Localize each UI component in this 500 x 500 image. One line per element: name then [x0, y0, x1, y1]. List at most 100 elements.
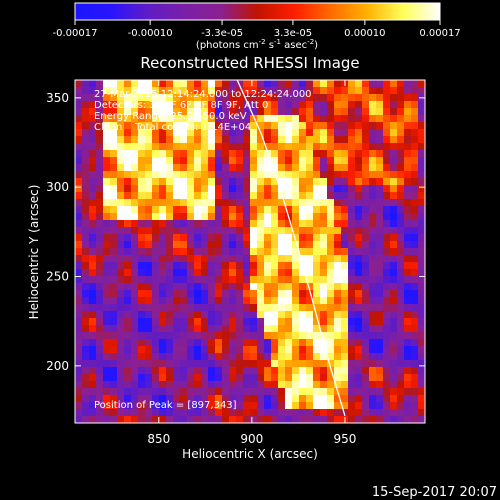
- heatmap-cell: [257, 290, 264, 297]
- heatmap-cell: [327, 94, 334, 101]
- heatmap-cell: [117, 101, 124, 108]
- heatmap-cell: [201, 395, 208, 402]
- heatmap-cell: [75, 136, 82, 143]
- heatmap-cell: [418, 297, 425, 304]
- heatmap-cell: [313, 248, 320, 255]
- heatmap-cell: [320, 101, 327, 108]
- heatmap-cell: [131, 157, 138, 164]
- heatmap-cell: [103, 122, 110, 129]
- heatmap-cell: [390, 115, 397, 122]
- heatmap-cell: [89, 381, 96, 388]
- heatmap-cell: [278, 115, 285, 122]
- heatmap-cell: [194, 206, 201, 213]
- heatmap-cell: [320, 409, 327, 416]
- heatmap-cell: [215, 101, 222, 108]
- heatmap-cell: [187, 255, 194, 262]
- heatmap-cell: [369, 241, 376, 248]
- heatmap-cell: [138, 94, 145, 101]
- heatmap-cell: [201, 339, 208, 346]
- heatmap-cell: [327, 325, 334, 332]
- heatmap-cell: [397, 220, 404, 227]
- heatmap-cell: [404, 276, 411, 283]
- heatmap-cell: [215, 318, 222, 325]
- heatmap-cell: [201, 388, 208, 395]
- heatmap-cell: [390, 381, 397, 388]
- heatmap-cell: [411, 87, 418, 94]
- heatmap-cell: [411, 80, 418, 87]
- heatmap-cell: [299, 136, 306, 143]
- heatmap-cell: [362, 213, 369, 220]
- heatmap-cell: [103, 283, 110, 290]
- heatmap-cell: [159, 192, 166, 199]
- heatmap-cell: [89, 101, 96, 108]
- heatmap-cell: [299, 374, 306, 381]
- heatmap-cell: [348, 220, 355, 227]
- heatmap-cell: [257, 101, 264, 108]
- heatmap-cell: [131, 395, 138, 402]
- heatmap-cell: [173, 164, 180, 171]
- heatmap-cell: [348, 318, 355, 325]
- heatmap-cell: [173, 108, 180, 115]
- heatmap-cell: [194, 360, 201, 367]
- heatmap-cell: [222, 220, 229, 227]
- heatmap-cell: [285, 143, 292, 150]
- heatmap-cell: [152, 129, 159, 136]
- heatmap-cell: [306, 325, 313, 332]
- heatmap-cell: [418, 171, 425, 178]
- heatmap-cell: [376, 402, 383, 409]
- heatmap-cell: [222, 290, 229, 297]
- heatmap-cell: [334, 367, 341, 374]
- heatmap-cell: [173, 388, 180, 395]
- heatmap-cell: [166, 276, 173, 283]
- heatmap-cell: [75, 360, 82, 367]
- heatmap-cell: [208, 374, 215, 381]
- heatmap-cell: [250, 409, 257, 416]
- heatmap-cell: [159, 339, 166, 346]
- heatmap-cell: [299, 325, 306, 332]
- heatmap-cell: [229, 213, 236, 220]
- heatmap-cell: [201, 199, 208, 206]
- heatmap-cell: [418, 129, 425, 136]
- heatmap-cell: [243, 178, 250, 185]
- heatmap-cell: [334, 129, 341, 136]
- heatmap-cell: [362, 339, 369, 346]
- heatmap-cell: [292, 381, 299, 388]
- heatmap-cell: [222, 94, 229, 101]
- heatmap-cell: [180, 409, 187, 416]
- heatmap-cell: [229, 416, 236, 423]
- heatmap-cell: [124, 269, 131, 276]
- heatmap-cell: [215, 290, 222, 297]
- heatmap-cell: [82, 185, 89, 192]
- heatmap-cell: [75, 213, 82, 220]
- heatmap-cell: [96, 402, 103, 409]
- heatmap-cell: [383, 297, 390, 304]
- heatmap-cell: [173, 269, 180, 276]
- heatmap-cell: [348, 213, 355, 220]
- heatmap-cell: [138, 283, 145, 290]
- heatmap-cell: [131, 332, 138, 339]
- heatmap-cell: [110, 304, 117, 311]
- heatmap-cell: [145, 143, 152, 150]
- heatmap-cell: [411, 402, 418, 409]
- heatmap-cell: [418, 346, 425, 353]
- heatmap-cell: [285, 395, 292, 402]
- heatmap-cell: [404, 234, 411, 241]
- heatmap-cell: [145, 87, 152, 94]
- heatmap-cell: [243, 262, 250, 269]
- heatmap-cell: [124, 185, 131, 192]
- heatmap-cell: [236, 108, 243, 115]
- heatmap-cell: [362, 248, 369, 255]
- heatmap-cell: [96, 409, 103, 416]
- heatmap-cell: [215, 122, 222, 129]
- heatmap-cell: [264, 353, 271, 360]
- heatmap-cell: [229, 101, 236, 108]
- heatmap-cell: [215, 199, 222, 206]
- heatmap-cell: [124, 339, 131, 346]
- heatmap-cell: [257, 353, 264, 360]
- heatmap-cell: [215, 360, 222, 367]
- heatmap-cell: [152, 199, 159, 206]
- heatmap-cell: [411, 381, 418, 388]
- heatmap-cell: [208, 206, 215, 213]
- heatmap-cell: [173, 206, 180, 213]
- heatmap-cell: [369, 136, 376, 143]
